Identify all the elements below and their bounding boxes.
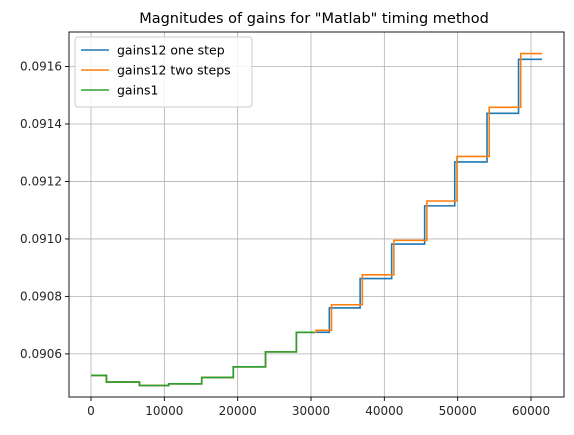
x-tick-label: 50000 (439, 404, 477, 418)
x-tick-label: 60000 (512, 404, 550, 418)
series-line-1 (91, 58, 542, 387)
legend-label-3: gains1 (117, 83, 158, 98)
x-axis: 0 10000 20000 30000 40000 50000 60000 (87, 397, 550, 418)
legend-label-2: gains12 two steps (117, 63, 231, 78)
chart-title: Magnitudes of gains for "Matlab" timing … (139, 11, 489, 27)
y-tick-label: 0.0908 (20, 289, 62, 303)
x-tick-label: 10000 (145, 404, 183, 418)
y-tick-label: 0.0910 (20, 232, 62, 246)
y-axis: 0.0906 0.0908 0.0910 0.0912 0.0914 0.0916 (20, 59, 69, 361)
y-tick-label: 0.0914 (20, 117, 62, 131)
x-tick-label: 30000 (292, 404, 330, 418)
x-tick-label: 20000 (219, 404, 257, 418)
y-tick-label: 0.0906 (20, 347, 62, 361)
legend: gains12 one step gains12 two steps gains1 (74, 36, 253, 108)
series-lines (91, 52, 542, 387)
plot-frame (68, 31, 565, 398)
legend-label-1: gains12 one step (117, 43, 225, 58)
y-tick-label: 0.0912 (20, 174, 62, 188)
x-tick-label: 0 (87, 404, 95, 418)
x-tick-label: 40000 (365, 404, 403, 418)
legend-box (74, 36, 253, 108)
series-line-3 (91, 331, 315, 387)
y-tick-label: 0.0916 (20, 59, 62, 73)
